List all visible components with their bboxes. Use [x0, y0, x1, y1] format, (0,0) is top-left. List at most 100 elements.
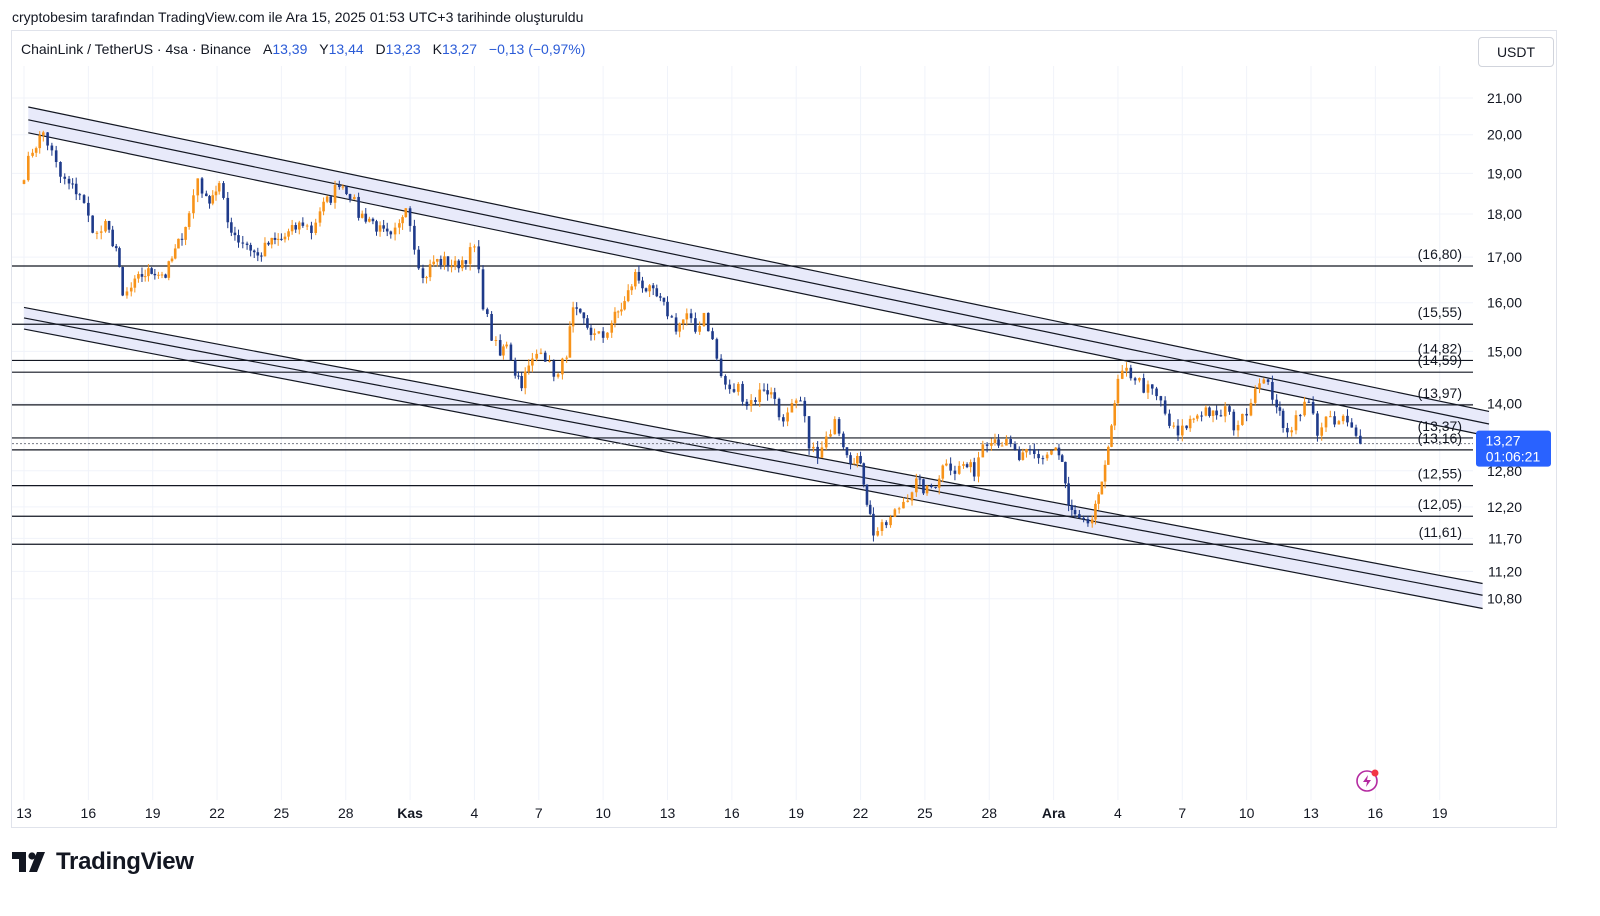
candle-body — [930, 485, 933, 488]
candle-body — [962, 464, 965, 466]
candle-body — [648, 285, 651, 292]
candle-body — [586, 318, 589, 328]
candle-body — [535, 353, 538, 359]
candle-body — [1208, 407, 1211, 416]
candle-body — [910, 492, 914, 501]
candle-body — [226, 197, 230, 223]
candle-body — [782, 417, 785, 422]
candle-body — [513, 360, 517, 376]
y-tick-label: 12,20 — [1487, 499, 1522, 515]
candle-body — [816, 446, 819, 458]
x-tick-label: 22 — [209, 805, 225, 821]
candle-body — [824, 436, 828, 448]
channel-line — [23, 306, 1483, 585]
candle-body — [1155, 388, 1158, 397]
candle-body — [1106, 446, 1110, 465]
candle-body — [852, 463, 856, 465]
candle-body — [762, 389, 766, 391]
candle-body — [527, 365, 531, 372]
candle-body — [42, 132, 45, 136]
candle-body — [1359, 435, 1362, 444]
candle-body — [368, 218, 371, 222]
candle-body — [523, 371, 527, 389]
price-tag-box — [1476, 430, 1551, 467]
candle-body — [398, 223, 401, 228]
candle-body — [385, 228, 389, 232]
candle-body — [1192, 418, 1196, 420]
candle-body — [597, 331, 601, 334]
candle-body — [1311, 402, 1315, 414]
x-tick-label: 13 — [1303, 805, 1319, 821]
x-tick-label: 25 — [917, 805, 933, 821]
candle-body — [837, 419, 841, 434]
currency-selector[interactable]: USDT — [1478, 37, 1554, 67]
open-value: 13,39 — [272, 41, 308, 57]
candle-body — [985, 444, 989, 446]
candle-body — [1009, 439, 1012, 444]
candle-body — [1000, 445, 1004, 447]
candle-body — [270, 237, 274, 245]
candle-body — [1337, 421, 1341, 425]
candle-body — [26, 155, 30, 181]
candle-body — [613, 311, 617, 324]
candle-body — [561, 358, 564, 375]
candle-body — [325, 196, 329, 202]
candle-body — [1078, 514, 1081, 518]
high-label: Y — [319, 41, 329, 57]
candle-body — [150, 268, 153, 274]
tradingview-brand[interactable]: TradingView — [12, 848, 194, 876]
candle-body — [502, 346, 505, 356]
candle-body — [1113, 403, 1117, 426]
candle-body — [758, 389, 762, 402]
candle-body — [799, 400, 802, 402]
candle-body — [706, 312, 710, 332]
candle-body — [1188, 418, 1192, 429]
candle-body — [1215, 410, 1218, 416]
horizontal-levels: (16,80) (15,55) (14,82)(14,59) (13,97) (13,3… — [12, 246, 1473, 545]
candle-body — [357, 196, 360, 218]
symbol-title[interactable]: ChainLink / TetherUS · 4sa · Binance — [21, 41, 252, 57]
y-tick-label: 16,00 — [1487, 295, 1522, 311]
candle-body — [446, 256, 450, 267]
y-tick-label: 17,00 — [1487, 249, 1522, 265]
candle-body — [694, 318, 697, 332]
level-label: (12,55) — [1418, 466, 1462, 482]
candle-body — [297, 222, 301, 230]
candle-body — [283, 236, 287, 240]
price-tag-value: 13,27 — [1485, 433, 1520, 449]
candle-body — [196, 178, 200, 196]
candle-body — [310, 225, 313, 233]
candle-body — [833, 419, 837, 435]
candle-body — [1005, 439, 1008, 446]
candle-body — [578, 308, 582, 313]
low-label: D — [375, 41, 386, 57]
candle-body — [31, 152, 34, 156]
candle-body — [689, 313, 693, 319]
chart-frame — [11, 30, 1557, 828]
y-tick-label: 10,80 — [1487, 591, 1522, 607]
candle-body — [543, 352, 547, 362]
candle-body — [214, 191, 218, 196]
candle-body — [849, 455, 852, 464]
candle-body — [118, 248, 121, 268]
high-value: 13,44 — [328, 41, 364, 57]
level-label: (13,97) — [1418, 385, 1462, 401]
candle-body — [46, 132, 49, 146]
candle-body — [208, 196, 211, 204]
candle-body — [114, 246, 118, 249]
candle-body — [1073, 510, 1077, 515]
candle-body — [897, 508, 901, 510]
candle-body — [1341, 415, 1345, 422]
candle-body — [582, 312, 586, 319]
candle-body — [902, 501, 905, 509]
candle-body — [556, 374, 560, 377]
candle-body — [1067, 483, 1070, 506]
candle-body — [862, 463, 866, 485]
candle-body — [382, 225, 385, 229]
candle-body — [829, 434, 832, 437]
candle-body — [637, 271, 641, 281]
alert-icon[interactable] — [1356, 769, 1379, 792]
y-tick-label: 12,80 — [1487, 463, 1522, 479]
candle-body — [957, 465, 961, 474]
